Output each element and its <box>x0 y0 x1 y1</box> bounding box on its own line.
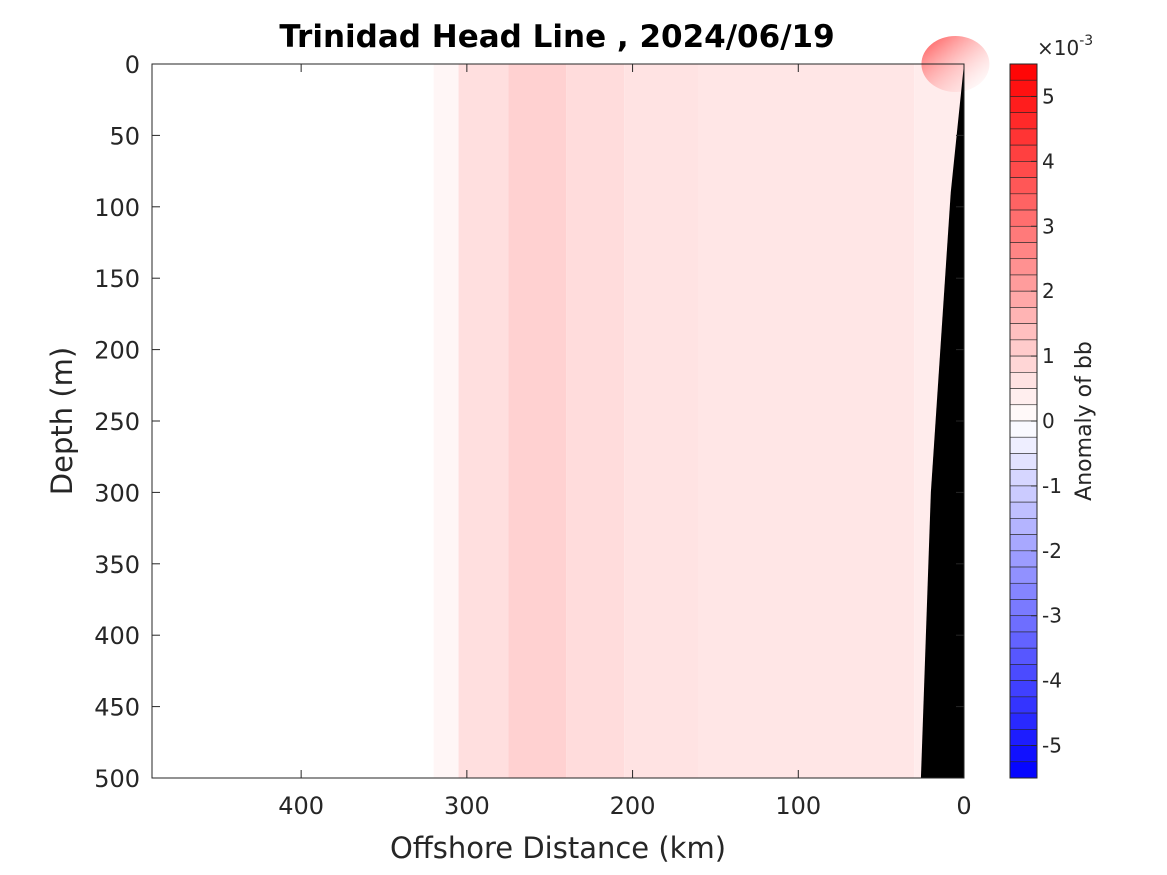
colorbar-label: Anomaly of bb <box>1072 341 1097 501</box>
bathymetry-polygon <box>920 64 964 778</box>
y-tick-label: 200 <box>94 337 140 365</box>
colorbar-tick-label: -3 <box>1042 604 1062 628</box>
anomaly-band-2 <box>508 64 567 778</box>
colorbar-level <box>1009 193 1038 211</box>
colorbar-level <box>1009 307 1038 324</box>
colorbar-tick-label: 3 <box>1042 214 1055 238</box>
colorbar-tick-label: -2 <box>1042 539 1062 563</box>
x-axis-label: Offshore Distance (km) <box>390 831 726 865</box>
colorbar-tick-label: 4 <box>1042 149 1055 173</box>
y-tick-label: 0 <box>125 51 140 79</box>
colorbar-level <box>1009 112 1038 130</box>
colorbar-level <box>1009 323 1038 341</box>
colorbar-level <box>1009 469 1038 487</box>
colorbar-tick-label: 1 <box>1042 344 1055 368</box>
anomaly-band-4 <box>624 64 699 778</box>
colorbar-level <box>1009 582 1038 600</box>
bathymetry <box>920 64 964 778</box>
colorbar-exponent-power: -3 <box>1079 33 1093 49</box>
colorbar-level <box>1009 161 1038 178</box>
colorbar-level <box>1009 712 1038 730</box>
colorbar-level <box>1009 436 1038 454</box>
colorbar-level <box>1009 534 1038 552</box>
colorbar-level <box>1009 258 1038 276</box>
colorbar-level <box>1009 599 1038 617</box>
colorbar-ticks: 5 4 3 2 1 0 -1 -2 -3 -4 -5 <box>1031 84 1062 758</box>
y-tick-label: 400 <box>94 622 140 650</box>
colorbar-level <box>1009 388 1038 406</box>
colorbar-level <box>1009 225 1038 243</box>
chart-title: Trinidad Head Line , 2024/06/19 <box>279 19 834 55</box>
x-axis: 400 300 200 100 0 <box>278 64 972 820</box>
x-tick-label: 300 <box>444 792 490 820</box>
y-axis-label: Depth (m) <box>45 347 79 495</box>
anomaly-band-0 <box>433 64 459 778</box>
y-tick-label: 450 <box>94 694 140 722</box>
colorbar-level <box>1009 729 1038 746</box>
anomaly-band-3 <box>566 64 625 778</box>
colorbar-exponent-base: ×10 <box>1037 36 1079 60</box>
colorbar-level <box>1009 615 1038 633</box>
colorbar-level <box>1009 242 1038 260</box>
colorbar-level <box>1009 420 1038 438</box>
colorbar-level <box>1009 664 1038 681</box>
y-tick-label: 350 <box>94 551 140 579</box>
colorbar-tick-label: 2 <box>1042 279 1055 303</box>
x-tick-label: 200 <box>610 792 656 820</box>
colorbar-level <box>1009 566 1038 584</box>
colorbar-level <box>1009 177 1038 195</box>
x-tick-label: 0 <box>956 792 971 820</box>
colorbar-level <box>1009 453 1038 470</box>
colorbar-level <box>1009 209 1038 227</box>
colorbar-level <box>1009 745 1038 763</box>
anomaly-field <box>433 64 964 778</box>
colorbar-level <box>1009 761 1038 779</box>
colorbar-level <box>1009 647 1038 665</box>
colorbar-tick-label: 0 <box>1042 409 1055 433</box>
y-tick-label: 150 <box>94 265 140 293</box>
colorbar-level <box>1009 550 1038 568</box>
colorbar-level <box>1009 96 1038 113</box>
colorbar-level <box>1009 501 1038 519</box>
colorbar-level <box>1009 631 1038 649</box>
anomaly-band-5 <box>698 64 915 778</box>
colorbar-level <box>1009 485 1038 503</box>
x-tick-label: 100 <box>775 792 821 820</box>
plot-area <box>151 36 990 779</box>
x-tick-label: 400 <box>278 792 324 820</box>
y-tick-label: 50 <box>109 122 140 150</box>
colorbar-level <box>1009 518 1038 535</box>
colorbar-level <box>1009 290 1038 308</box>
y-tick-label: 250 <box>94 408 140 436</box>
colorbar-level <box>1009 274 1038 292</box>
colorbar-exponent: ×10-3 <box>1037 33 1093 60</box>
colorbar-level <box>1009 63 1038 81</box>
colorbar-tick-label: -4 <box>1042 669 1062 693</box>
colorbar-level <box>1009 339 1038 357</box>
colorbar-level <box>1009 144 1038 162</box>
colorbar-level <box>1009 404 1038 422</box>
y-tick-label: 100 <box>94 194 140 222</box>
colorbar-level <box>1009 355 1038 373</box>
colorbar-level <box>1009 372 1038 389</box>
colorbar-level <box>1009 128 1038 146</box>
colorbar-level <box>1009 696 1038 714</box>
y-tick-label: 500 <box>94 765 140 793</box>
colorbar-tick-label: -5 <box>1042 734 1062 758</box>
y-tick-label: 300 <box>94 479 140 507</box>
colorbar-level <box>1009 79 1038 97</box>
y-axis: 0 50 100 150 200 250 300 350 400 450 500 <box>94 51 964 793</box>
colorbar-level <box>1009 680 1038 698</box>
colorbar-tick-label: -1 <box>1042 474 1062 498</box>
anomaly-band-1 <box>458 64 509 778</box>
colorbar-tick-label: 5 <box>1042 84 1055 108</box>
